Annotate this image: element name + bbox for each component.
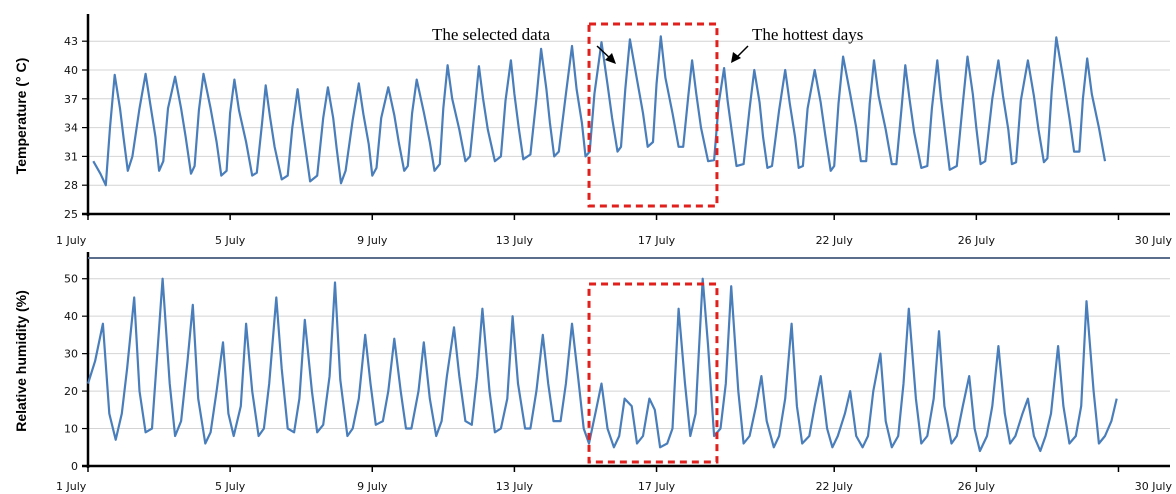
y-tick-label: 25 xyxy=(64,208,78,221)
y-tick-label: 50 xyxy=(64,273,78,286)
x-tick-label: 13 July xyxy=(496,234,534,247)
arrow-head xyxy=(605,53,616,64)
y-tick-label: 37 xyxy=(64,93,78,106)
x-tick-label: 26 July xyxy=(958,480,996,493)
annotation-hottest-days: The hottest days xyxy=(752,25,863,44)
x-tick-label: 30 July xyxy=(1135,480,1173,493)
x-tick-label: 1 July xyxy=(56,480,87,493)
x-tick-label: 30 July xyxy=(1135,234,1173,247)
x-tick-label: 22 July xyxy=(816,234,854,247)
x-tick-label: 17 July xyxy=(638,234,676,247)
series-line xyxy=(86,277,1118,453)
y-tick-label: 10 xyxy=(64,423,78,436)
series-line xyxy=(92,35,1107,187)
y-tick-label: 31 xyxy=(64,150,78,163)
y-tick-label: 34 xyxy=(64,122,78,135)
y-tick-label: 20 xyxy=(64,385,78,398)
annotation-selected-data: The selected data xyxy=(432,25,550,44)
y-tick-label: 0 xyxy=(71,460,78,473)
y-axis-title: Relative humidity (%) xyxy=(13,290,29,432)
x-tick-label: 13 July xyxy=(496,480,534,493)
y-tick-label: 30 xyxy=(64,348,78,361)
x-tick-label: 17 July xyxy=(638,480,676,493)
y-tick-label: 40 xyxy=(64,64,78,77)
y-tick-label: 43 xyxy=(64,35,78,48)
x-tick-label: 26 July xyxy=(958,234,996,247)
x-tick-label: 9 July xyxy=(357,480,388,493)
x-tick-label: 5 July xyxy=(215,234,246,247)
humidity-panel: 0 10 20 30 40 50 1 July 5 July 9 July 13 July 17 J… xyxy=(13,252,1172,493)
arrow-head xyxy=(731,52,741,63)
highlight-box xyxy=(587,282,719,464)
x-tick-label: 22 July xyxy=(816,480,854,493)
temperature-panel: 25 28 31 34 37 40 43 1 July 5 July 9 July 13 July 1… xyxy=(13,14,1172,247)
x-tick-label: 9 July xyxy=(357,234,388,247)
y-tick-label: 28 xyxy=(64,179,78,192)
x-tick-label: 5 July xyxy=(215,480,246,493)
y-tick-label: 40 xyxy=(64,310,78,323)
x-tick-label: 1 July xyxy=(56,234,87,247)
highlight-box xyxy=(587,22,719,208)
y-axis-title: Temperature (° C) xyxy=(13,58,29,175)
